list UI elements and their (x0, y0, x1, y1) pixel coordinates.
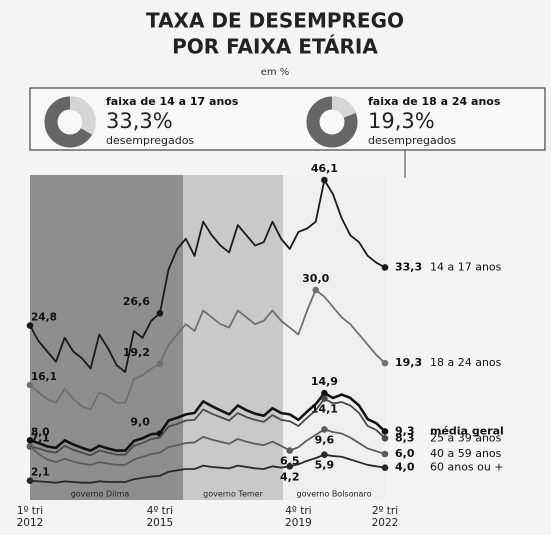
value-label: 46,1 (311, 162, 338, 175)
series-line (29, 289, 386, 411)
end-label: 6,0 (395, 447, 415, 460)
value-label: 9,0 (130, 416, 150, 429)
point-marker (312, 286, 320, 294)
point-marker (156, 309, 164, 317)
legend-label: 18 a 24 anos (430, 356, 502, 369)
x-tick-label: 4º tri 2019 (285, 505, 312, 529)
start-label: 2,1 (31, 467, 50, 479)
end-label: 19,3 (395, 356, 422, 369)
title-line: POR FAIXA ETÁRIA (172, 35, 378, 59)
start-label: 7,1 (31, 432, 50, 444)
title-line: TAXA DE DESEMPREGO (146, 9, 404, 33)
start-label: 24,8 (31, 312, 57, 324)
point-marker (321, 389, 328, 397)
value-label: 14,9 (311, 375, 338, 388)
callout-box (29, 87, 546, 151)
subtitle: em % (261, 67, 290, 78)
x-tick-label: 2º tri 2022 (371, 505, 399, 529)
point-marker (286, 463, 294, 470)
point-marker (381, 264, 389, 271)
callout-value: 19,3% (368, 109, 435, 133)
x-tick-label: 1º tri 2012 (16, 505, 44, 529)
value-label: 5,9 (315, 459, 335, 472)
point-marker (156, 360, 164, 368)
point-marker (381, 359, 389, 367)
point-marker (381, 450, 389, 458)
point-marker (381, 428, 389, 435)
point-marker (26, 443, 34, 450)
donut-segment (69, 96, 96, 135)
value-label: 26,6 (123, 295, 150, 308)
point-marker (26, 322, 34, 329)
legend-label: média geral (430, 424, 504, 437)
point-marker (26, 381, 34, 389)
legend-label: 60 anos ou + (430, 461, 504, 474)
point-marker (321, 176, 328, 184)
callout-title: faixa de 18 a 24 anos (368, 95, 501, 108)
point-marker (381, 434, 389, 442)
period-band (283, 175, 385, 500)
point-marker (381, 464, 389, 471)
end-label: 33,3 (395, 260, 422, 273)
callout-note: desempregados (106, 134, 194, 147)
legend-label: 25 a 39 anos (430, 431, 502, 444)
start-label: 16,1 (31, 371, 57, 383)
point-marker (321, 395, 328, 402)
value-label: 30,0 (302, 272, 329, 285)
end-label: 8,3 (395, 431, 415, 444)
period-label: governo Temer (203, 490, 263, 499)
legend-label: 40 a 59 anos (430, 447, 502, 460)
point-marker (26, 477, 34, 484)
end-label: 9,3 (395, 424, 415, 437)
period-label: governo Bolsonaro (297, 490, 372, 499)
callout-title: faixa de 14 a 17 anos (106, 95, 239, 108)
period-band (30, 175, 183, 500)
point-marker (286, 447, 294, 454)
x-tick-label: 4º tri 2015 (146, 505, 174, 529)
callout-note: desempregados (368, 134, 456, 147)
legend-label: 14 a 17 anos (430, 260, 502, 273)
point-marker (321, 426, 328, 433)
start-label: 7,1 (31, 432, 50, 444)
value-label: 9,6 (315, 433, 335, 446)
end-label: 4,0 (395, 461, 415, 474)
start-label: 8,0 (31, 426, 50, 438)
callout-value: 33,3% (106, 109, 173, 133)
donut-segment (331, 96, 356, 119)
value-label: 4,2 (280, 470, 300, 483)
value-label: 14,1 (311, 403, 338, 416)
period-label: governo Dilma (71, 490, 130, 499)
period-band (183, 175, 283, 500)
point-marker (26, 437, 34, 444)
value-label: 19,2 (123, 346, 150, 359)
point-marker (321, 451, 328, 458)
